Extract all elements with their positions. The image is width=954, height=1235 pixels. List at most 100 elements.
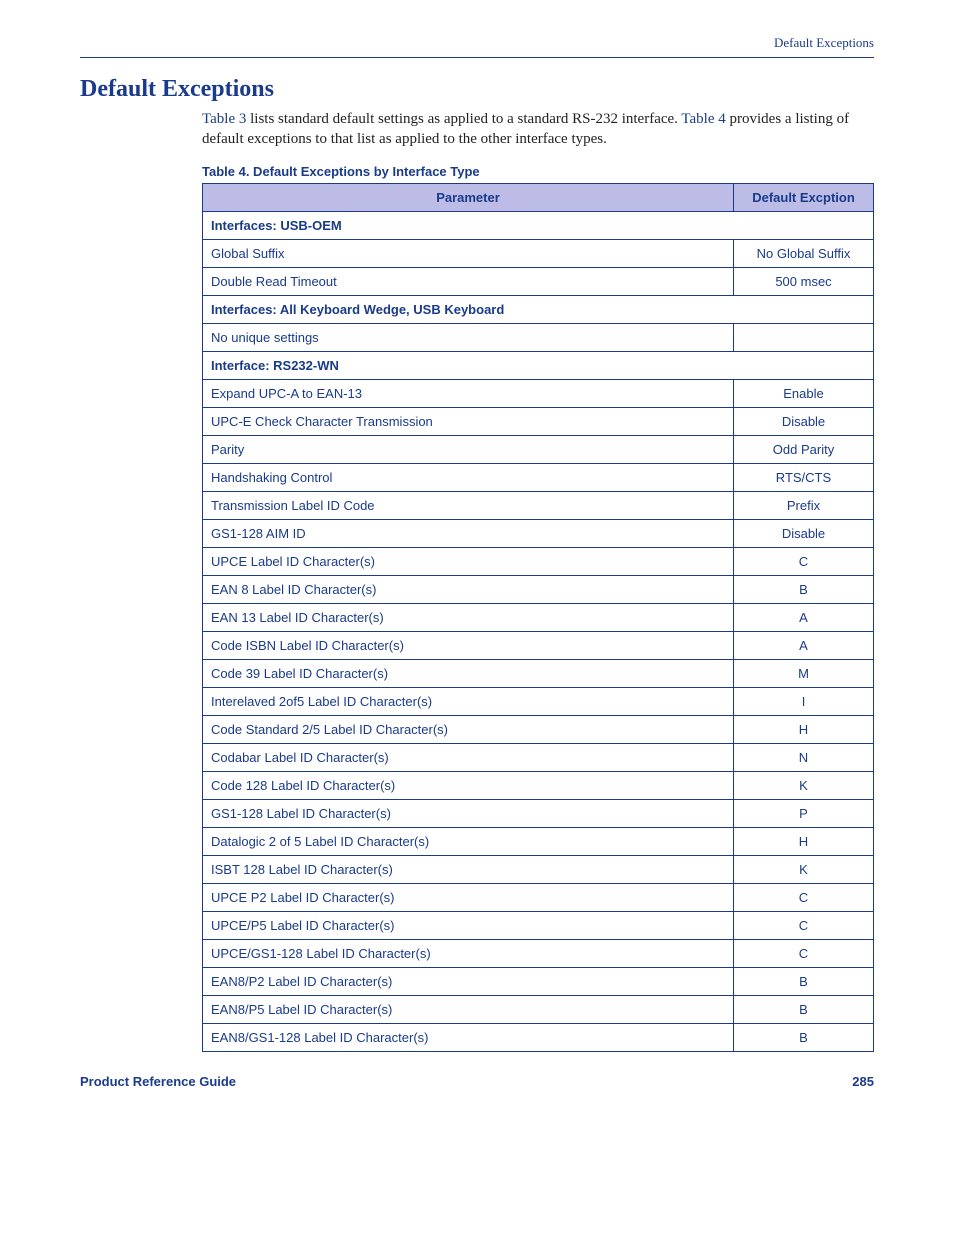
param-cell: Code ISBN Label ID Character(s) xyxy=(203,631,734,659)
value-cell: A xyxy=(734,603,874,631)
param-cell: Expand UPC-A to EAN-13 xyxy=(203,379,734,407)
table-row: UPC-E Check Character TransmissionDisabl… xyxy=(203,407,874,435)
param-cell: UPCE/P5 Label ID Character(s) xyxy=(203,911,734,939)
value-cell: H xyxy=(734,827,874,855)
section-label: Interfaces: USB-OEM xyxy=(203,211,874,239)
value-cell: 500 msec xyxy=(734,267,874,295)
param-cell: Code 39 Label ID Character(s) xyxy=(203,659,734,687)
value-cell xyxy=(734,323,874,351)
value-cell: P xyxy=(734,799,874,827)
param-cell: Codabar Label ID Character(s) xyxy=(203,743,734,771)
value-cell: B xyxy=(734,967,874,995)
table-caption: Table 4. Default Exceptions by Interface… xyxy=(80,164,874,179)
table-row: EAN8/GS1-128 Label ID Character(s)B xyxy=(203,1023,874,1051)
value-cell: N xyxy=(734,743,874,771)
value-cell: Disable xyxy=(734,519,874,547)
table-row: Interelaved 2of5 Label ID Character(s)I xyxy=(203,687,874,715)
param-cell: EAN 13 Label ID Character(s) xyxy=(203,603,734,631)
table-row: UPCE/P5 Label ID Character(s)C xyxy=(203,911,874,939)
page: Default Exceptions Default Exceptions Ta… xyxy=(0,0,954,1119)
value-cell: B xyxy=(734,575,874,603)
table-row: Handshaking ControlRTS/CTS xyxy=(203,463,874,491)
table-row: UPCE Label ID Character(s)C xyxy=(203,547,874,575)
table-row: Datalogic 2 of 5 Label ID Character(s)H xyxy=(203,827,874,855)
value-cell: I xyxy=(734,687,874,715)
value-cell: B xyxy=(734,1023,874,1051)
section-label: Interface: RS232-WN xyxy=(203,351,874,379)
table-row: No unique settings xyxy=(203,323,874,351)
table-row: ISBT 128 Label ID Character(s)K xyxy=(203,855,874,883)
section-label: Interfaces: All Keyboard Wedge, USB Keyb… xyxy=(203,295,874,323)
value-cell: H xyxy=(734,715,874,743)
table-row: EAN8/P2 Label ID Character(s)B xyxy=(203,967,874,995)
param-cell: UPCE Label ID Character(s) xyxy=(203,547,734,575)
value-cell: K xyxy=(734,771,874,799)
value-cell: M xyxy=(734,659,874,687)
param-cell: UPCE P2 Label ID Character(s) xyxy=(203,883,734,911)
running-header: Default Exceptions xyxy=(80,35,874,57)
header-rule xyxy=(80,57,874,58)
value-cell: C xyxy=(734,883,874,911)
param-cell: EAN8/GS1-128 Label ID Character(s) xyxy=(203,1023,734,1051)
param-cell: Code 128 Label ID Character(s) xyxy=(203,771,734,799)
table-row: Code ISBN Label ID Character(s)A xyxy=(203,631,874,659)
table-row: Double Read Timeout500 msec xyxy=(203,267,874,295)
table-row: Code 39 Label ID Character(s)M xyxy=(203,659,874,687)
value-cell: Prefix xyxy=(734,491,874,519)
footer-page-number: 285 xyxy=(852,1074,874,1089)
section-title: Default Exceptions xyxy=(80,76,874,103)
table-section-row: Interfaces: USB-OEM xyxy=(203,211,874,239)
value-cell: K xyxy=(734,855,874,883)
table-row: Global SuffixNo Global Suffix xyxy=(203,239,874,267)
table-row: Code 128 Label ID Character(s)K xyxy=(203,771,874,799)
value-cell: C xyxy=(734,911,874,939)
table3-link[interactable]: Table 3 xyxy=(202,111,246,127)
param-cell: No unique settings xyxy=(203,323,734,351)
param-cell: GS1-128 Label ID Character(s) xyxy=(203,799,734,827)
intro-paragraph: Table 3 lists standard default settings … xyxy=(80,109,874,150)
value-cell: Disable xyxy=(734,407,874,435)
table-row: Codabar Label ID Character(s)N xyxy=(203,743,874,771)
exceptions-table: Parameter Default Excption Interfaces: U… xyxy=(202,183,874,1052)
param-cell: Parity xyxy=(203,435,734,463)
value-cell: Odd Parity xyxy=(734,435,874,463)
param-cell: ISBT 128 Label ID Character(s) xyxy=(203,855,734,883)
value-cell: A xyxy=(734,631,874,659)
param-cell: EAN8/P5 Label ID Character(s) xyxy=(203,995,734,1023)
table-row: UPCE P2 Label ID Character(s)C xyxy=(203,883,874,911)
footer-left: Product Reference Guide xyxy=(80,1074,236,1089)
param-cell: UPCE/GS1-128 Label ID Character(s) xyxy=(203,939,734,967)
table-row: Transmission Label ID CodePrefix xyxy=(203,491,874,519)
param-cell: UPC-E Check Character Transmission xyxy=(203,407,734,435)
intro-text-1: lists standard default settings as appli… xyxy=(246,111,681,127)
param-cell: Transmission Label ID Code xyxy=(203,491,734,519)
col-default-exception: Default Excption xyxy=(734,183,874,211)
value-cell: C xyxy=(734,939,874,967)
col-parameter: Parameter xyxy=(203,183,734,211)
table-row: GS1-128 Label ID Character(s)P xyxy=(203,799,874,827)
table-row: GS1-128 AIM IDDisable xyxy=(203,519,874,547)
table-row: EAN 8 Label ID Character(s)B xyxy=(203,575,874,603)
param-cell: Code Standard 2/5 Label ID Character(s) xyxy=(203,715,734,743)
table-section-row: Interface: RS232-WN xyxy=(203,351,874,379)
param-cell: Double Read Timeout xyxy=(203,267,734,295)
param-cell: EAN8/P2 Label ID Character(s) xyxy=(203,967,734,995)
param-cell: Interelaved 2of5 Label ID Character(s) xyxy=(203,687,734,715)
table-row: ParityOdd Parity xyxy=(203,435,874,463)
param-cell: GS1-128 AIM ID xyxy=(203,519,734,547)
table-row: Code Standard 2/5 Label ID Character(s)H xyxy=(203,715,874,743)
table-row: UPCE/GS1-128 Label ID Character(s)C xyxy=(203,939,874,967)
value-cell: C xyxy=(734,547,874,575)
table4-link[interactable]: Table 4 xyxy=(681,111,725,127)
value-cell: No Global Suffix xyxy=(734,239,874,267)
param-cell: Datalogic 2 of 5 Label ID Character(s) xyxy=(203,827,734,855)
param-cell: Global Suffix xyxy=(203,239,734,267)
value-cell: Enable xyxy=(734,379,874,407)
page-footer: Product Reference Guide 285 xyxy=(80,1074,874,1089)
table-section-row: Interfaces: All Keyboard Wedge, USB Keyb… xyxy=(203,295,874,323)
param-cell: Handshaking Control xyxy=(203,463,734,491)
value-cell: RTS/CTS xyxy=(734,463,874,491)
table-body: Interfaces: USB-OEMGlobal SuffixNo Globa… xyxy=(203,211,874,1051)
value-cell: B xyxy=(734,995,874,1023)
table-row: EAN 13 Label ID Character(s)A xyxy=(203,603,874,631)
